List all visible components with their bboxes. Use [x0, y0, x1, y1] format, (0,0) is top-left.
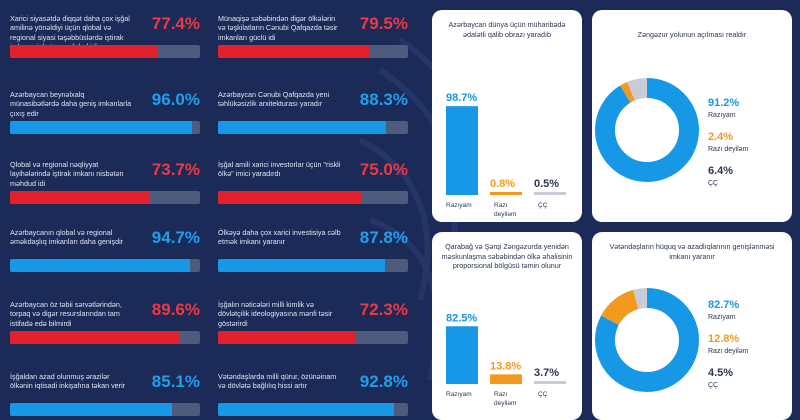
stat-percent: 72.3% [359, 300, 408, 319]
stat-bar-fill [218, 45, 370, 58]
legend-value: 6.4% [708, 165, 733, 177]
stat-bar-track [218, 403, 408, 416]
stat-bar-track [10, 121, 200, 134]
stat-percent: 85.1% [151, 372, 200, 391]
stat-bar-track [10, 191, 200, 204]
legend-label: ÇÇ [708, 382, 718, 389]
bar-2 [490, 192, 522, 195]
legend-label: Razıyam [708, 112, 736, 119]
stat-bar-fill [10, 403, 172, 416]
stat-text: Qlobal və regional nəqliyyat layihələrin… [10, 160, 124, 188]
bar-chart-2: 82.5% Razıyam 13.8% Razı deyiləm 3.7% ÇÇ [446, 312, 566, 407]
chart-title: Azərbaycan dünya üçün müharibədə ədalətl… [448, 20, 566, 39]
bar-1 [446, 326, 478, 384]
stat-text: İşğal amili xarici investorlar üçün "ris… [218, 160, 341, 179]
stat-bar-track [218, 45, 408, 58]
stat-bar-track [218, 259, 408, 272]
legend-value: 82.7% [708, 299, 739, 311]
stat-bar-fill [218, 191, 361, 204]
bar-category-label: ÇÇ [538, 391, 548, 398]
bar-value-label: 13.8% [490, 360, 521, 372]
stat-bar-track [10, 45, 200, 58]
bar-value-label: 82.5% [446, 312, 477, 324]
stat-text: İşğaldan azad olunmuş ərazilər ölkənin i… [10, 372, 126, 391]
stat-bar-fill [10, 191, 151, 204]
donut-chart-panel-2: Vətəndaşların hüquq və azadlıqlarının ge… [592, 232, 792, 420]
stat-percent: 89.6% [151, 300, 200, 319]
donut-chart-panel-1: Zəngəzur yolunun açılması realdır 91.2% R… [592, 10, 792, 222]
donut-slice-3 [595, 288, 699, 392]
stat-bar-track [218, 191, 408, 204]
bar-category-label: deyiləm [494, 211, 516, 218]
stat-text: Azərbaycan öz təbii sərvətlərindən, torp… [10, 300, 122, 328]
stat-text: Münaqişə səbəbindən digər ölkələrin və t… [218, 14, 338, 42]
bar-value-label: 0.8% [490, 178, 515, 190]
chart-title: Qarabağ və Şərqi Zəngəzurda yenidən məsk… [441, 242, 573, 270]
stat-percent: 77.4% [151, 14, 200, 33]
donut-hole [616, 309, 678, 371]
stat-bar-fill [10, 121, 193, 134]
stat-bar-track [218, 121, 408, 134]
legend-label: Razı deyiləm [708, 146, 749, 153]
legend-value: 12.8% [708, 333, 739, 345]
stat-percent: 87.8% [359, 228, 408, 247]
donut-slice-3 [595, 78, 699, 182]
legend-label: ÇÇ [708, 180, 718, 187]
donut-chart-1: 91.2% Razıyam 2.4% Razı deyiləm 6.4% ÇÇ [595, 78, 749, 187]
stat-bar-fill [218, 403, 395, 416]
legend-label: Razıyam [708, 314, 736, 321]
stat-percent: 96.0% [151, 90, 200, 109]
stat-bar-track [10, 259, 200, 272]
bar-category-label: ÇÇ [538, 202, 548, 209]
stat-percent: 88.3% [359, 90, 408, 109]
stat-text: İşğalın nəticələri milli kimlik və dövlə… [218, 300, 333, 328]
bar-chart-panel-1: Azərbaycan dünya üçün müharibədə ədalətl… [432, 10, 582, 222]
bar-value-label: 98.7% [446, 92, 477, 104]
bar-category-label: Razıyam [446, 391, 472, 398]
stat-bar-track [218, 331, 408, 344]
bar-value-label: 3.7% [534, 367, 559, 379]
stat-text: Ölkəyə daha çox xarici investisiya cəlb … [218, 228, 341, 247]
stat-bar-fill [218, 259, 385, 272]
stat-bar-fill [10, 259, 190, 272]
bar-chart-1: 98.7% Razıyam 0.8% Razı deyiləm 0.5% ÇÇ [446, 92, 566, 218]
bar-category-label: Razıyam [446, 202, 472, 209]
stat-text: Vətəndaşlarda milli qürur, özünəinam və … [218, 372, 337, 391]
stat-text: Azərbaycanın qlobal və regional əməkdaşl… [10, 228, 124, 247]
legend-label: Razı deyiləm [708, 348, 749, 355]
bar-category-label: deyiləm [494, 400, 516, 407]
bar-3 [534, 381, 566, 384]
stat-percent: 75.0% [359, 160, 408, 179]
stat-percent: 73.7% [151, 160, 200, 179]
stat-bar-fill [10, 331, 181, 344]
stat-text: Azərbaycan beynəlxalq münasibətlərdə dah… [10, 90, 132, 118]
donut-hole [616, 99, 678, 161]
stat-bar-fill [218, 331, 356, 344]
bar-3 [534, 192, 566, 195]
legend-value: 91.2% [708, 97, 739, 109]
stat-bar-fill [218, 121, 386, 134]
bar-category-label: Razı [494, 202, 508, 209]
legend-value: 2.4% [708, 131, 733, 143]
stat-bar-fill [10, 45, 158, 58]
bar-2 [490, 374, 522, 384]
chart-title: Vətəndaşların hüquq və azadlıqlarının ge… [609, 242, 775, 261]
bar-1 [446, 106, 478, 195]
stat-percent: 79.5% [359, 14, 408, 33]
stat-bar-track [10, 403, 200, 416]
chart-title: Zəngəzur yolunun açılması realdır [637, 30, 747, 39]
stat-text: Azərbaycan Cənubi Qafqazda yeni təhlükəs… [218, 90, 330, 109]
stat-percent: 92.8% [359, 372, 408, 391]
bar-category-label: Razı [494, 391, 508, 398]
legend-value: 4.5% [708, 367, 733, 379]
donut-chart-2: 82.7% Razıyam 12.8% Razı deyiləm 4.5% ÇÇ [595, 288, 749, 392]
bar-value-label: 0.5% [534, 178, 559, 190]
stat-percent: 94.7% [151, 228, 200, 247]
stat-bar-track [10, 331, 200, 344]
bar-chart-panel-2: Qarabağ və Şərqi Zəngəzurda yenidən məsk… [432, 232, 582, 420]
